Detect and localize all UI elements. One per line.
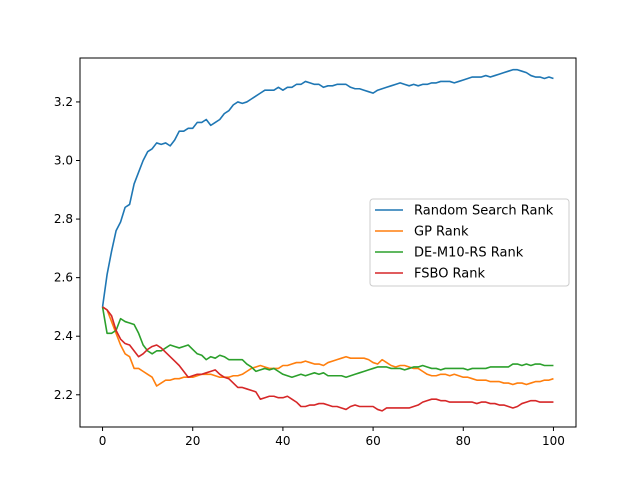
y-tick-label: 2.4 <box>54 329 73 343</box>
legend-label: FSBO Rank <box>414 267 486 282</box>
series-line-random-search-rank <box>101 68 554 308</box>
y-tick-label: 2.8 <box>54 212 73 226</box>
x-axis: 0 20 40 60 80 100 <box>99 427 565 448</box>
y-tick-label: 3.0 <box>54 154 73 168</box>
series-layer <box>101 68 554 412</box>
legend: Random Search Rank GP Rank DE-M10-RS Rank F… <box>369 198 570 287</box>
x-tick-label: 40 <box>275 434 290 448</box>
y-tick-label: 2.2 <box>54 388 73 402</box>
y-tick-label: 3.2 <box>54 95 73 109</box>
y-axis: 2.2 2.4 2.6 2.8 3.0 3.2 <box>54 95 80 402</box>
x-tick-label: 80 <box>456 434 471 448</box>
x-tick-label: 60 <box>365 434 380 448</box>
y-tick-label: 2.6 <box>54 271 73 285</box>
legend-box <box>369 198 570 287</box>
series-line-gp-rank <box>102 306 554 387</box>
legend-label: DE-M10-RS Rank <box>414 246 524 261</box>
x-tick-label: 100 <box>542 434 565 448</box>
x-tick-label: 0 <box>99 434 107 448</box>
x-tick-label: 20 <box>185 434 200 448</box>
series-line-fsbo-rank <box>102 306 554 412</box>
series-line-de-m10-rs-rank <box>101 306 554 379</box>
plot-frame <box>79 57 577 428</box>
legend-label: GP Rank <box>414 225 469 240</box>
legend-label: Random Search Rank <box>414 204 554 219</box>
